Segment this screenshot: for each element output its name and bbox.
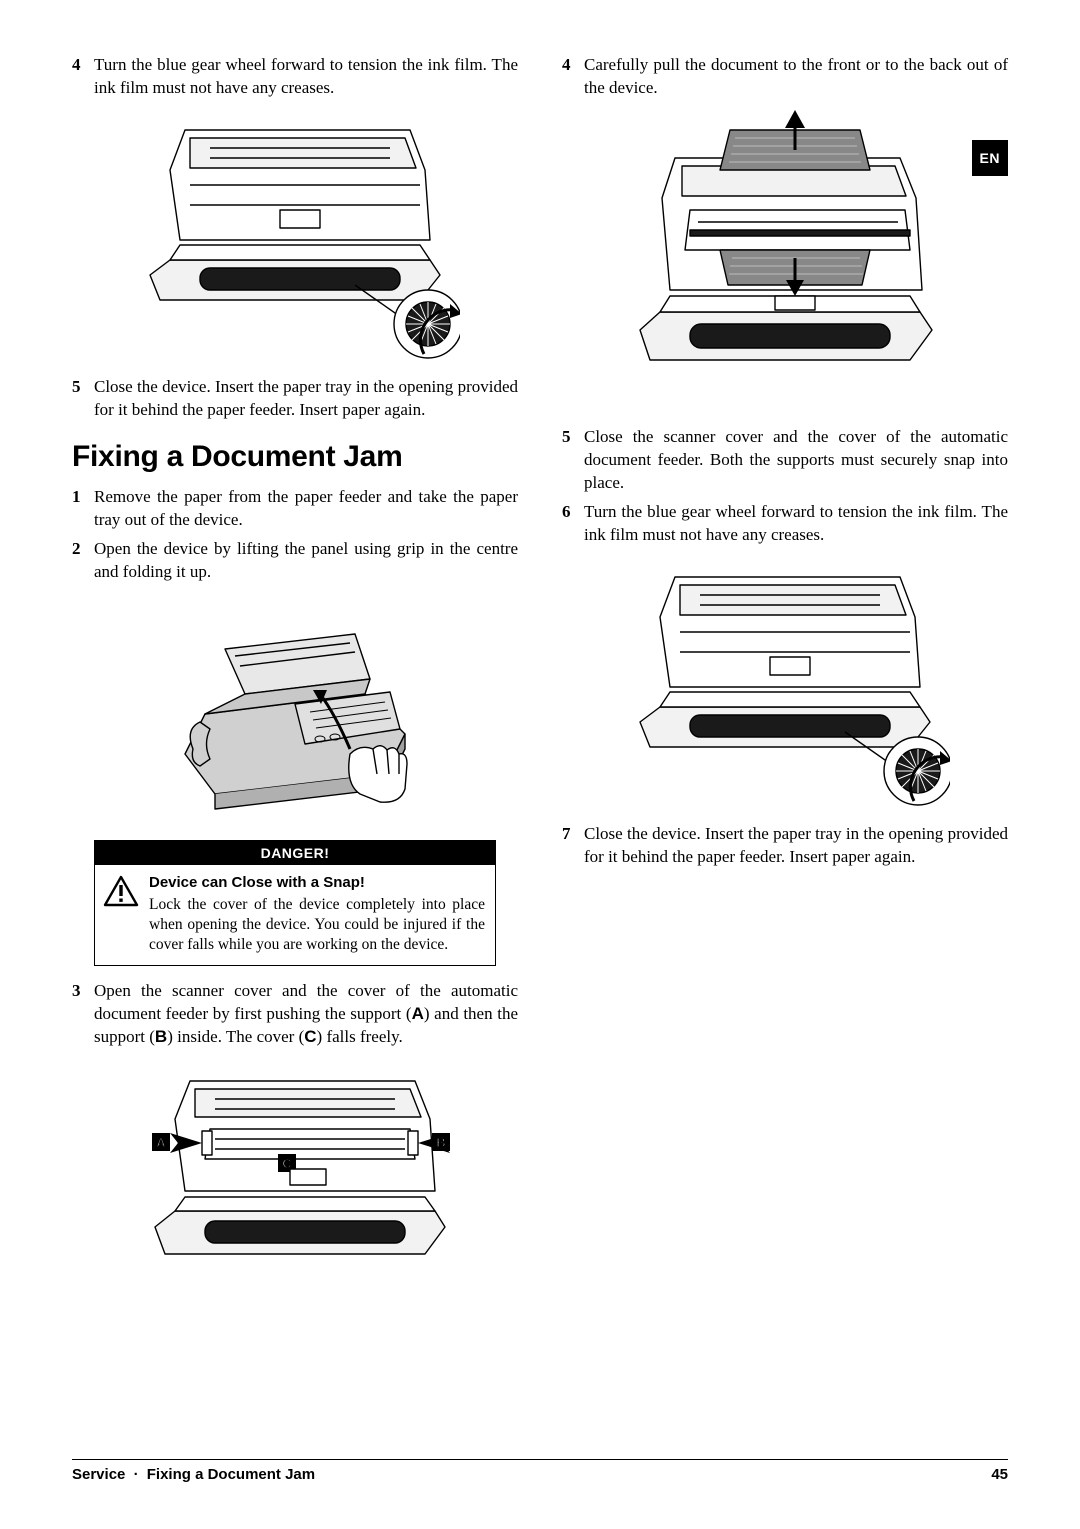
right-step-5: 5 Close the scanner cover and the cover … xyxy=(562,426,1008,495)
step-text: Open the scanner cover and the cover of … xyxy=(94,980,518,1049)
warning-icon xyxy=(103,873,143,956)
page-footer: Service · Fixing a Document Jam 45 xyxy=(72,1459,1008,1483)
step-number: 2 xyxy=(72,538,94,584)
danger-box: DANGER! Device can Close with a Snap! Lo… xyxy=(94,840,496,967)
left-step-1: 1 Remove the paper from the paper feeder… xyxy=(72,486,518,532)
page-grid: 4 Turn the blue gear wheel forward to te… xyxy=(72,54,1008,1414)
figure-open-device-gear xyxy=(72,110,518,360)
left-column: 4 Turn the blue gear wheel forward to te… xyxy=(72,54,518,1414)
svg-text:B: B xyxy=(436,1135,445,1150)
step-text: Close the device. Insert the paper tray … xyxy=(584,823,1008,869)
left-step-3: 3 Open the scanner cover and the cover o… xyxy=(72,980,518,1049)
danger-header: DANGER! xyxy=(95,841,495,865)
right-step-6: 6 Turn the blue gear wheel forward to te… xyxy=(562,501,1008,547)
footer-breadcrumb: Service · Fixing a Document Jam xyxy=(72,1466,315,1483)
left-step-2: 2 Open the device by lifting the panel u… xyxy=(72,538,518,584)
section-heading: Fixing a Document Jam xyxy=(72,440,518,474)
step-text: Turn the blue gear wheel forward to tens… xyxy=(584,501,1008,547)
footer-page-number: 45 xyxy=(991,1466,1008,1483)
left-step-5: 5 Close the device. Insert the paper tra… xyxy=(72,376,518,422)
left-step-4: 4 Turn the blue gear wheel forward to te… xyxy=(72,54,518,100)
svg-text:A: A xyxy=(156,1135,166,1150)
right-step-7: 7 Close the device. Insert the paper tra… xyxy=(562,823,1008,869)
step-number: 3 xyxy=(72,980,94,1049)
step-text: Open the device by lifting the panel usi… xyxy=(94,538,518,584)
step-number: 7 xyxy=(562,823,584,869)
step-text: Remove the paper from the paper feeder a… xyxy=(94,486,518,532)
figure-lift-panel xyxy=(72,594,518,824)
step-number: 6 xyxy=(562,501,584,547)
language-tab: EN xyxy=(972,140,1008,176)
step-number: 5 xyxy=(562,426,584,495)
step-number: 4 xyxy=(562,54,584,100)
danger-body-text: Lock the cover of the device completely … xyxy=(149,896,485,953)
figure-pull-document xyxy=(562,110,1008,410)
step-text: Close the scanner cover and the cover of… xyxy=(584,426,1008,495)
step-number: 4 xyxy=(72,54,94,100)
step-text: Turn the blue gear wheel forward to tens… xyxy=(94,54,518,100)
step-number: 5 xyxy=(72,376,94,422)
step-text: Close the device. Insert the paper tray … xyxy=(94,376,518,422)
right-column: 4 Carefully pull the document to the fro… xyxy=(562,54,1008,1414)
step-number: 1 xyxy=(72,486,94,532)
step-text: Carefully pull the document to the front… xyxy=(584,54,1008,100)
figure-covers-abc: A B C xyxy=(72,1059,518,1309)
figure-open-device-gear-2 xyxy=(562,557,1008,807)
right-step-4: 4 Carefully pull the document to the fro… xyxy=(562,54,1008,100)
danger-text: Device can Close with a Snap! Lock the c… xyxy=(143,873,485,956)
danger-subtitle: Device can Close with a Snap! xyxy=(149,873,485,893)
